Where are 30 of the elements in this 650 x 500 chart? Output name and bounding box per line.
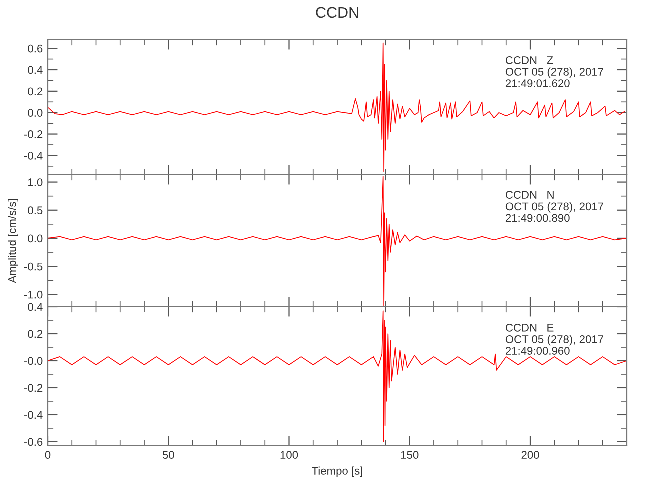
y-tick-label: 0.0 — [28, 109, 43, 117]
y-tick-label: -0.2 — [24, 130, 43, 138]
y-tick-label: 0.2 — [28, 330, 43, 338]
y-tick-label: 0.6 — [28, 44, 43, 53]
x-tick-label: 50 — [162, 451, 174, 460]
x-tick-label: 150 — [401, 451, 419, 460]
x-tick-label: 100 — [280, 451, 298, 460]
y-tick-label: -0.0 — [24, 357, 43, 366]
y-tick-label: 0.5 — [28, 206, 43, 215]
y-tick-label: 1.0 — [28, 178, 43, 186]
x-tick-label: 0 — [45, 451, 51, 460]
line-series — [48, 42, 626, 172]
x-tick-label: 200 — [522, 451, 540, 460]
y-tick-label: -0.5 — [24, 262, 43, 271]
y-tick-label: -0.2 — [24, 384, 43, 392]
y-axis-title: Amplitud [cm/s/s] — [8, 199, 18, 284]
y-tick-label: -1.0 — [24, 290, 43, 299]
x-axis-title: Tiempo [s] — [312, 466, 362, 478]
y-tick-label: 0.4 — [28, 66, 43, 74]
y-tick-label: 0.4 — [28, 303, 43, 312]
annotation: CCDN Z OCT 05 (278), 2017 21:49:01.620 — [506, 56, 604, 88]
y-tick-label: -0.4 — [24, 152, 43, 160]
annotation: CCDN N OCT 05 (278), 2017 21:49:00.890 — [506, 191, 604, 222]
y-tick-label: -0.4 — [24, 411, 43, 420]
chart-title: CCDN — [316, 7, 358, 18]
annotation: CCDN E OCT 05 (278), 2017 21:49:00.960 — [506, 324, 604, 355]
y-tick-label: 0.2 — [28, 88, 43, 96]
y-tick-label: -0.6 — [24, 438, 43, 446]
y-tick-label: 0.0 — [28, 234, 43, 243]
line-series — [48, 310, 627, 442]
